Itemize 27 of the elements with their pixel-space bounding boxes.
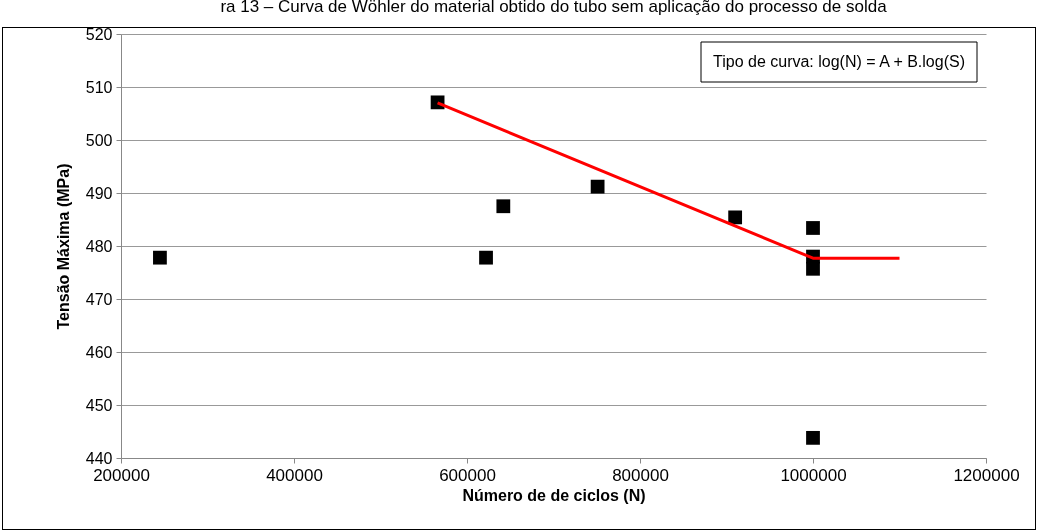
point <box>806 430 820 445</box>
point <box>590 179 605 194</box>
chart-title: ra 13 – Curva de Wöhler do material obtido do tubo sem aplicação do processo de solda <box>220 0 888 16</box>
y-tick-label: 460 <box>85 343 113 361</box>
y-tick-label: 470 <box>85 290 113 308</box>
x-tick-label: 200000 <box>93 465 150 485</box>
x-tick-label: 800000 <box>612 465 669 485</box>
y-axis-title: Tensão Máxima (MPa) <box>54 163 72 330</box>
y-tick-label: 520 <box>85 25 113 43</box>
point <box>806 261 820 276</box>
x-axis-title: Número de de ciclos (N) <box>462 486 646 504</box>
y-tick-label: 480 <box>85 237 113 255</box>
x-tick-label: 1200000 <box>953 465 1020 485</box>
y-tick-label: 490 <box>85 184 113 202</box>
annotation: Tipo de curva: log(N) = A + B.log(S) <box>713 53 965 70</box>
x-tick-label: 600000 <box>439 465 496 485</box>
point <box>806 221 820 235</box>
y-tick-label: 510 <box>85 78 113 96</box>
y-tick-label: 500 <box>85 131 113 149</box>
x-tick-label: 1000000 <box>780 465 847 485</box>
x-tick-label: 400000 <box>266 465 323 485</box>
point <box>153 250 167 265</box>
y-tick-label: 440 <box>85 449 113 467</box>
point <box>728 210 743 225</box>
point <box>496 199 511 214</box>
y-tick-label: 450 <box>85 396 113 414</box>
point <box>479 250 493 265</box>
